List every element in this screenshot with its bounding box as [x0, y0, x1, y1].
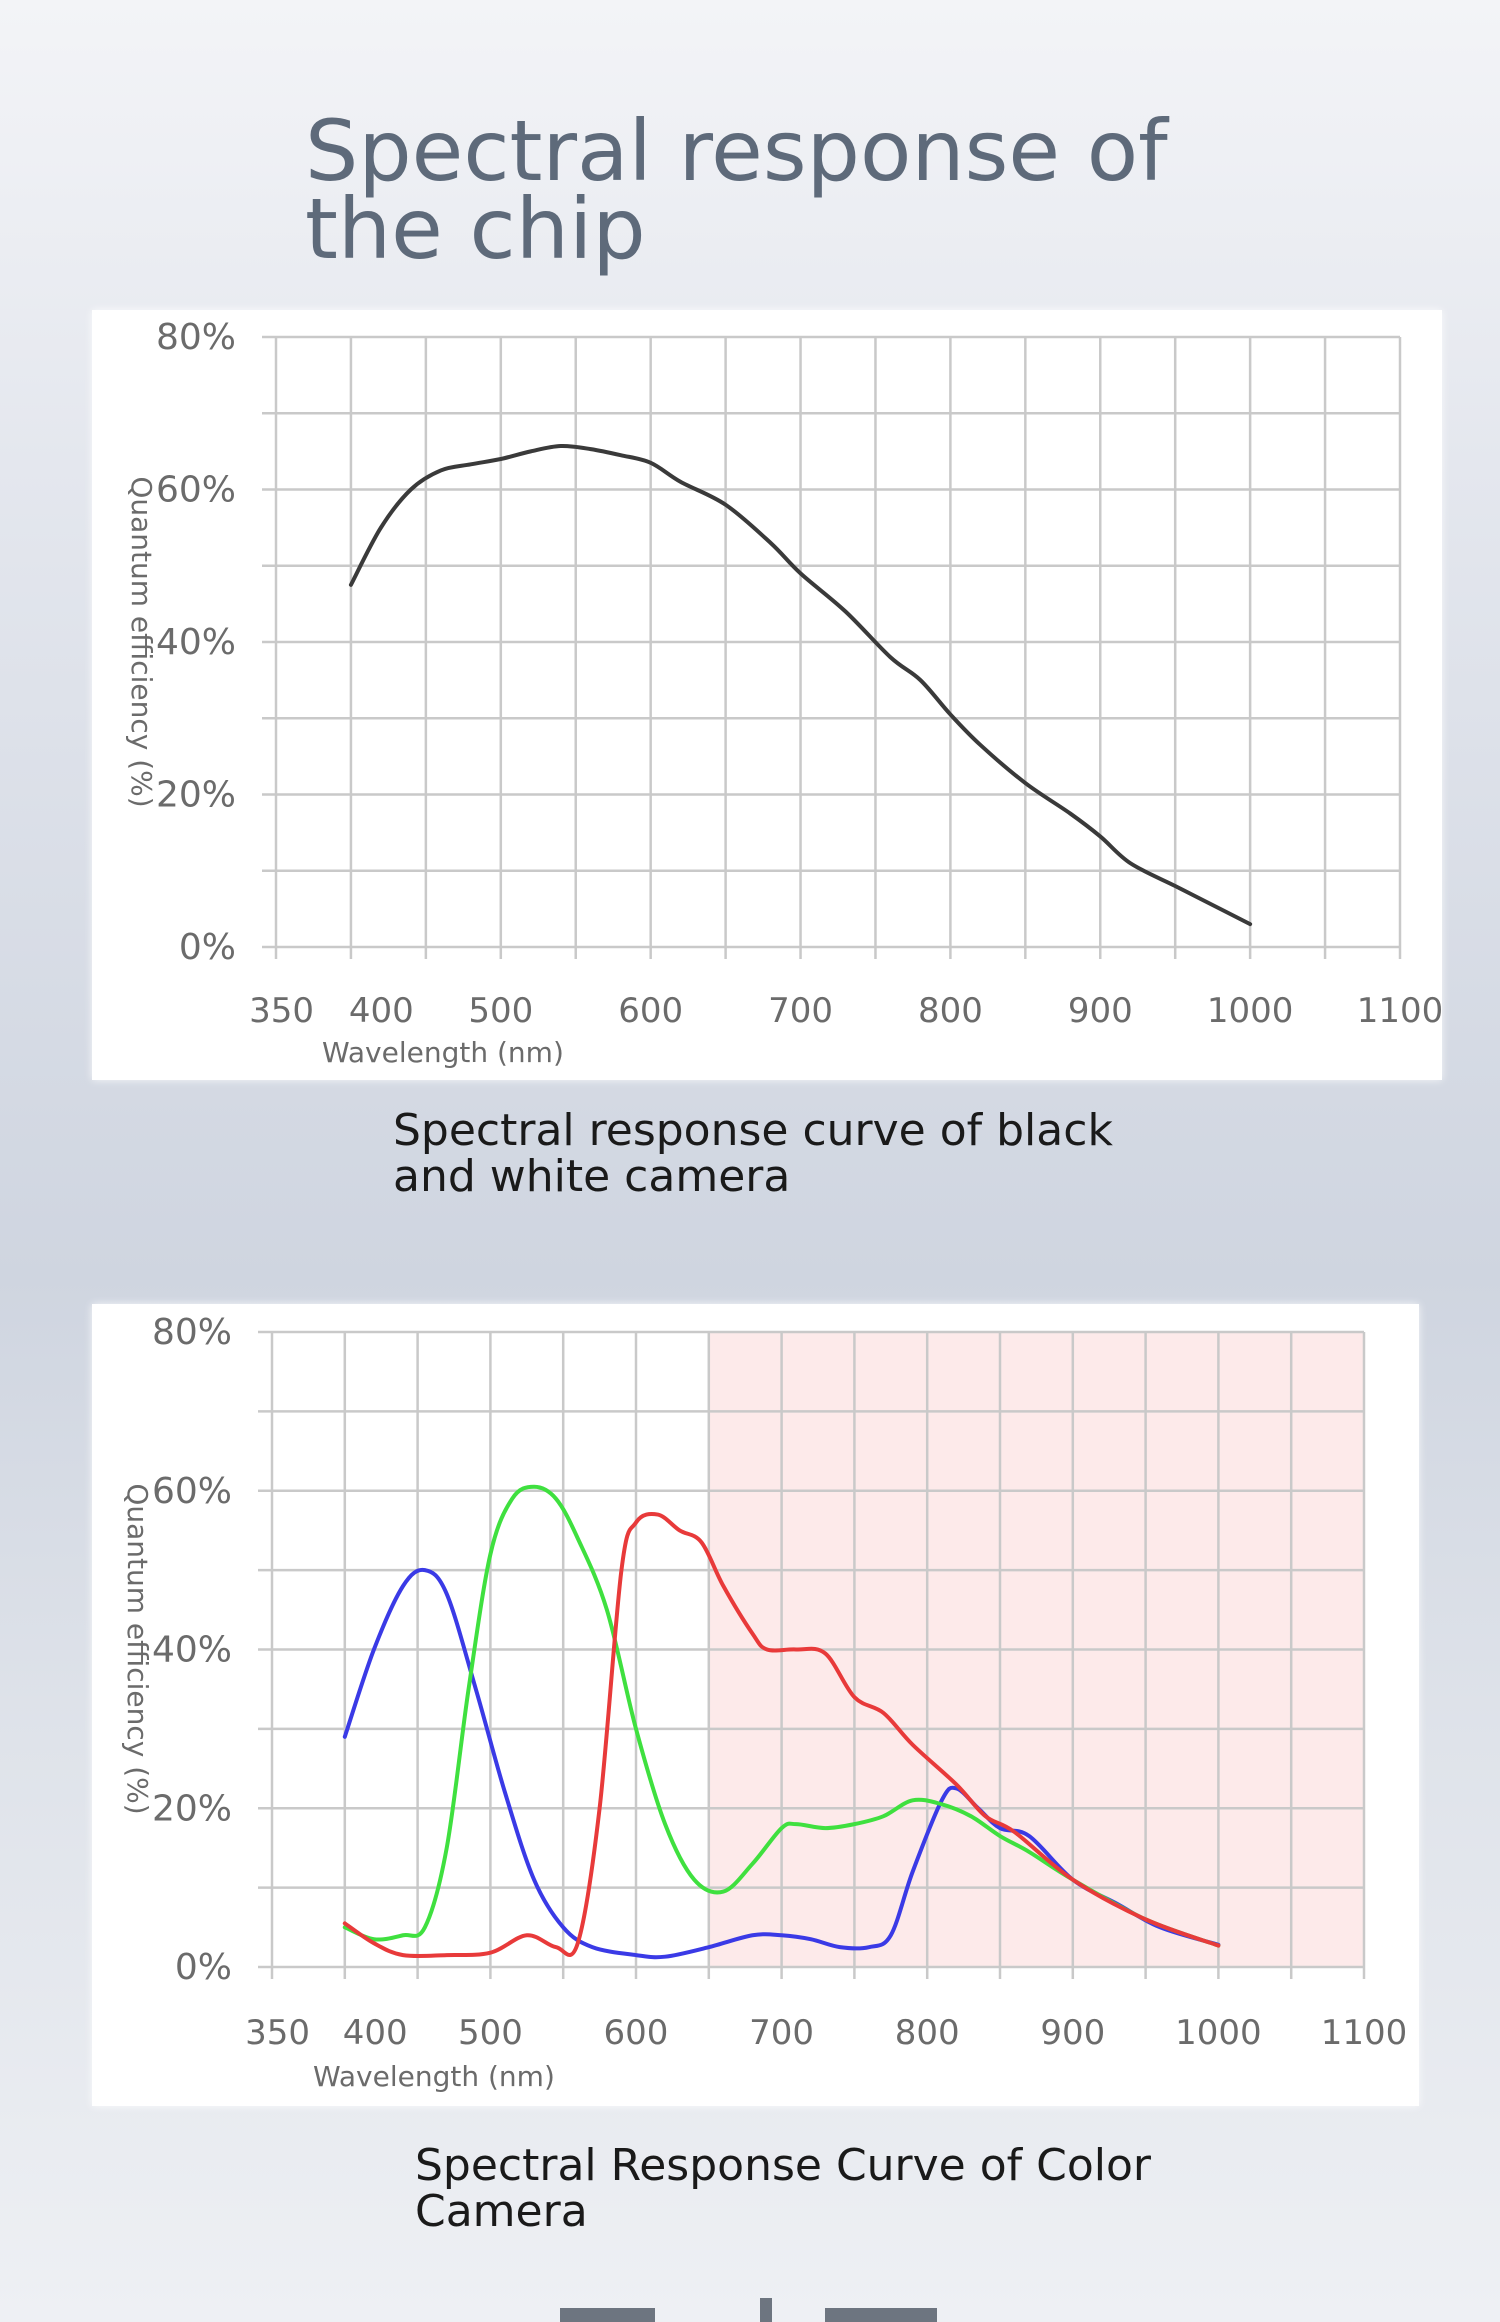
- x-tick-label: 350: [245, 2013, 310, 2053]
- x-tick-label: 600: [604, 2013, 669, 2053]
- y-axis-title: Quantum efficiency (%): [121, 1483, 154, 1814]
- color-spectral-chart: 350 400 500 600 700 800 900 1000 1100 0% 20% 40% 60%…: [121, 1312, 1408, 2093]
- x-tick-label: 800: [895, 2013, 960, 2053]
- x-axis-title: Wavelength (nm): [313, 2060, 555, 2093]
- bw-chart-caption: Spectral response curve of black and whi…: [393, 1105, 1113, 1202]
- cropped-heading-fragment: [760, 2298, 772, 2322]
- y-tick-label: 60%: [152, 1471, 232, 1512]
- x-tick-label: 1000: [1175, 2013, 1262, 2053]
- cropped-heading-fragment: [560, 2308, 655, 2322]
- page-title: Spectral response of the chip: [305, 102, 1168, 278]
- x-tick-label: 500: [468, 991, 533, 1031]
- x-tick-label: 700: [749, 2013, 814, 2053]
- x-tick-label: 350: [249, 991, 314, 1031]
- x-tick-label: 700: [768, 991, 833, 1031]
- bw-chart-panel: 350 400 500 600 700 800 900 1000 1100 0% 20% 40% 60%…: [92, 310, 1443, 1080]
- x-tick-label: 900: [1040, 2013, 1105, 2053]
- y-axis-title: Quantum efficiency (%): [125, 476, 158, 807]
- series-line-green: [342, 1484, 1221, 1948]
- color-chart-caption: Spectral Response Curve of Color Camera: [415, 2140, 1152, 2237]
- x-tick-label: 400: [343, 2013, 408, 2053]
- series-line-blue: [342, 1567, 1221, 1960]
- bw-spectral-chart: 350 400 500 600 700 800 900 1000 1100 0% 20% 40% 60%…: [125, 317, 1443, 1069]
- series-line-red: [342, 1511, 1221, 1959]
- x-tick-label: 800: [918, 991, 983, 1031]
- x-axis-title: Wavelength (nm): [322, 1036, 564, 1069]
- x-tick-label: 500: [458, 2013, 523, 2053]
- y-tick-label: 80%: [156, 317, 236, 358]
- y-tick-label: 20%: [152, 1788, 232, 1829]
- x-tick-label: 900: [1068, 991, 1133, 1031]
- y-tick-label: 20%: [156, 775, 236, 816]
- x-tick-label: 1000: [1207, 991, 1294, 1031]
- y-tick-label: 80%: [152, 1312, 232, 1353]
- color-chart-panel: 350 400 500 600 700 800 900 1000 1100 0% 20% 40% 60%…: [92, 1304, 1419, 2106]
- x-tick-label: 600: [618, 991, 683, 1031]
- x-tick-label: 1100: [1357, 991, 1442, 1031]
- y-tick-label: 40%: [156, 622, 236, 663]
- series-line-mono: [348, 443, 1253, 927]
- y-tick-label: 60%: [156, 470, 236, 511]
- y-tick-label: 0%: [175, 1947, 232, 1988]
- x-tick-label: 1100: [1321, 2013, 1408, 2053]
- x-tick-label: 400: [349, 991, 414, 1031]
- y-tick-label: 40%: [152, 1630, 232, 1671]
- cropped-heading-fragment: [825, 2308, 937, 2322]
- y-tick-label: 0%: [179, 927, 236, 968]
